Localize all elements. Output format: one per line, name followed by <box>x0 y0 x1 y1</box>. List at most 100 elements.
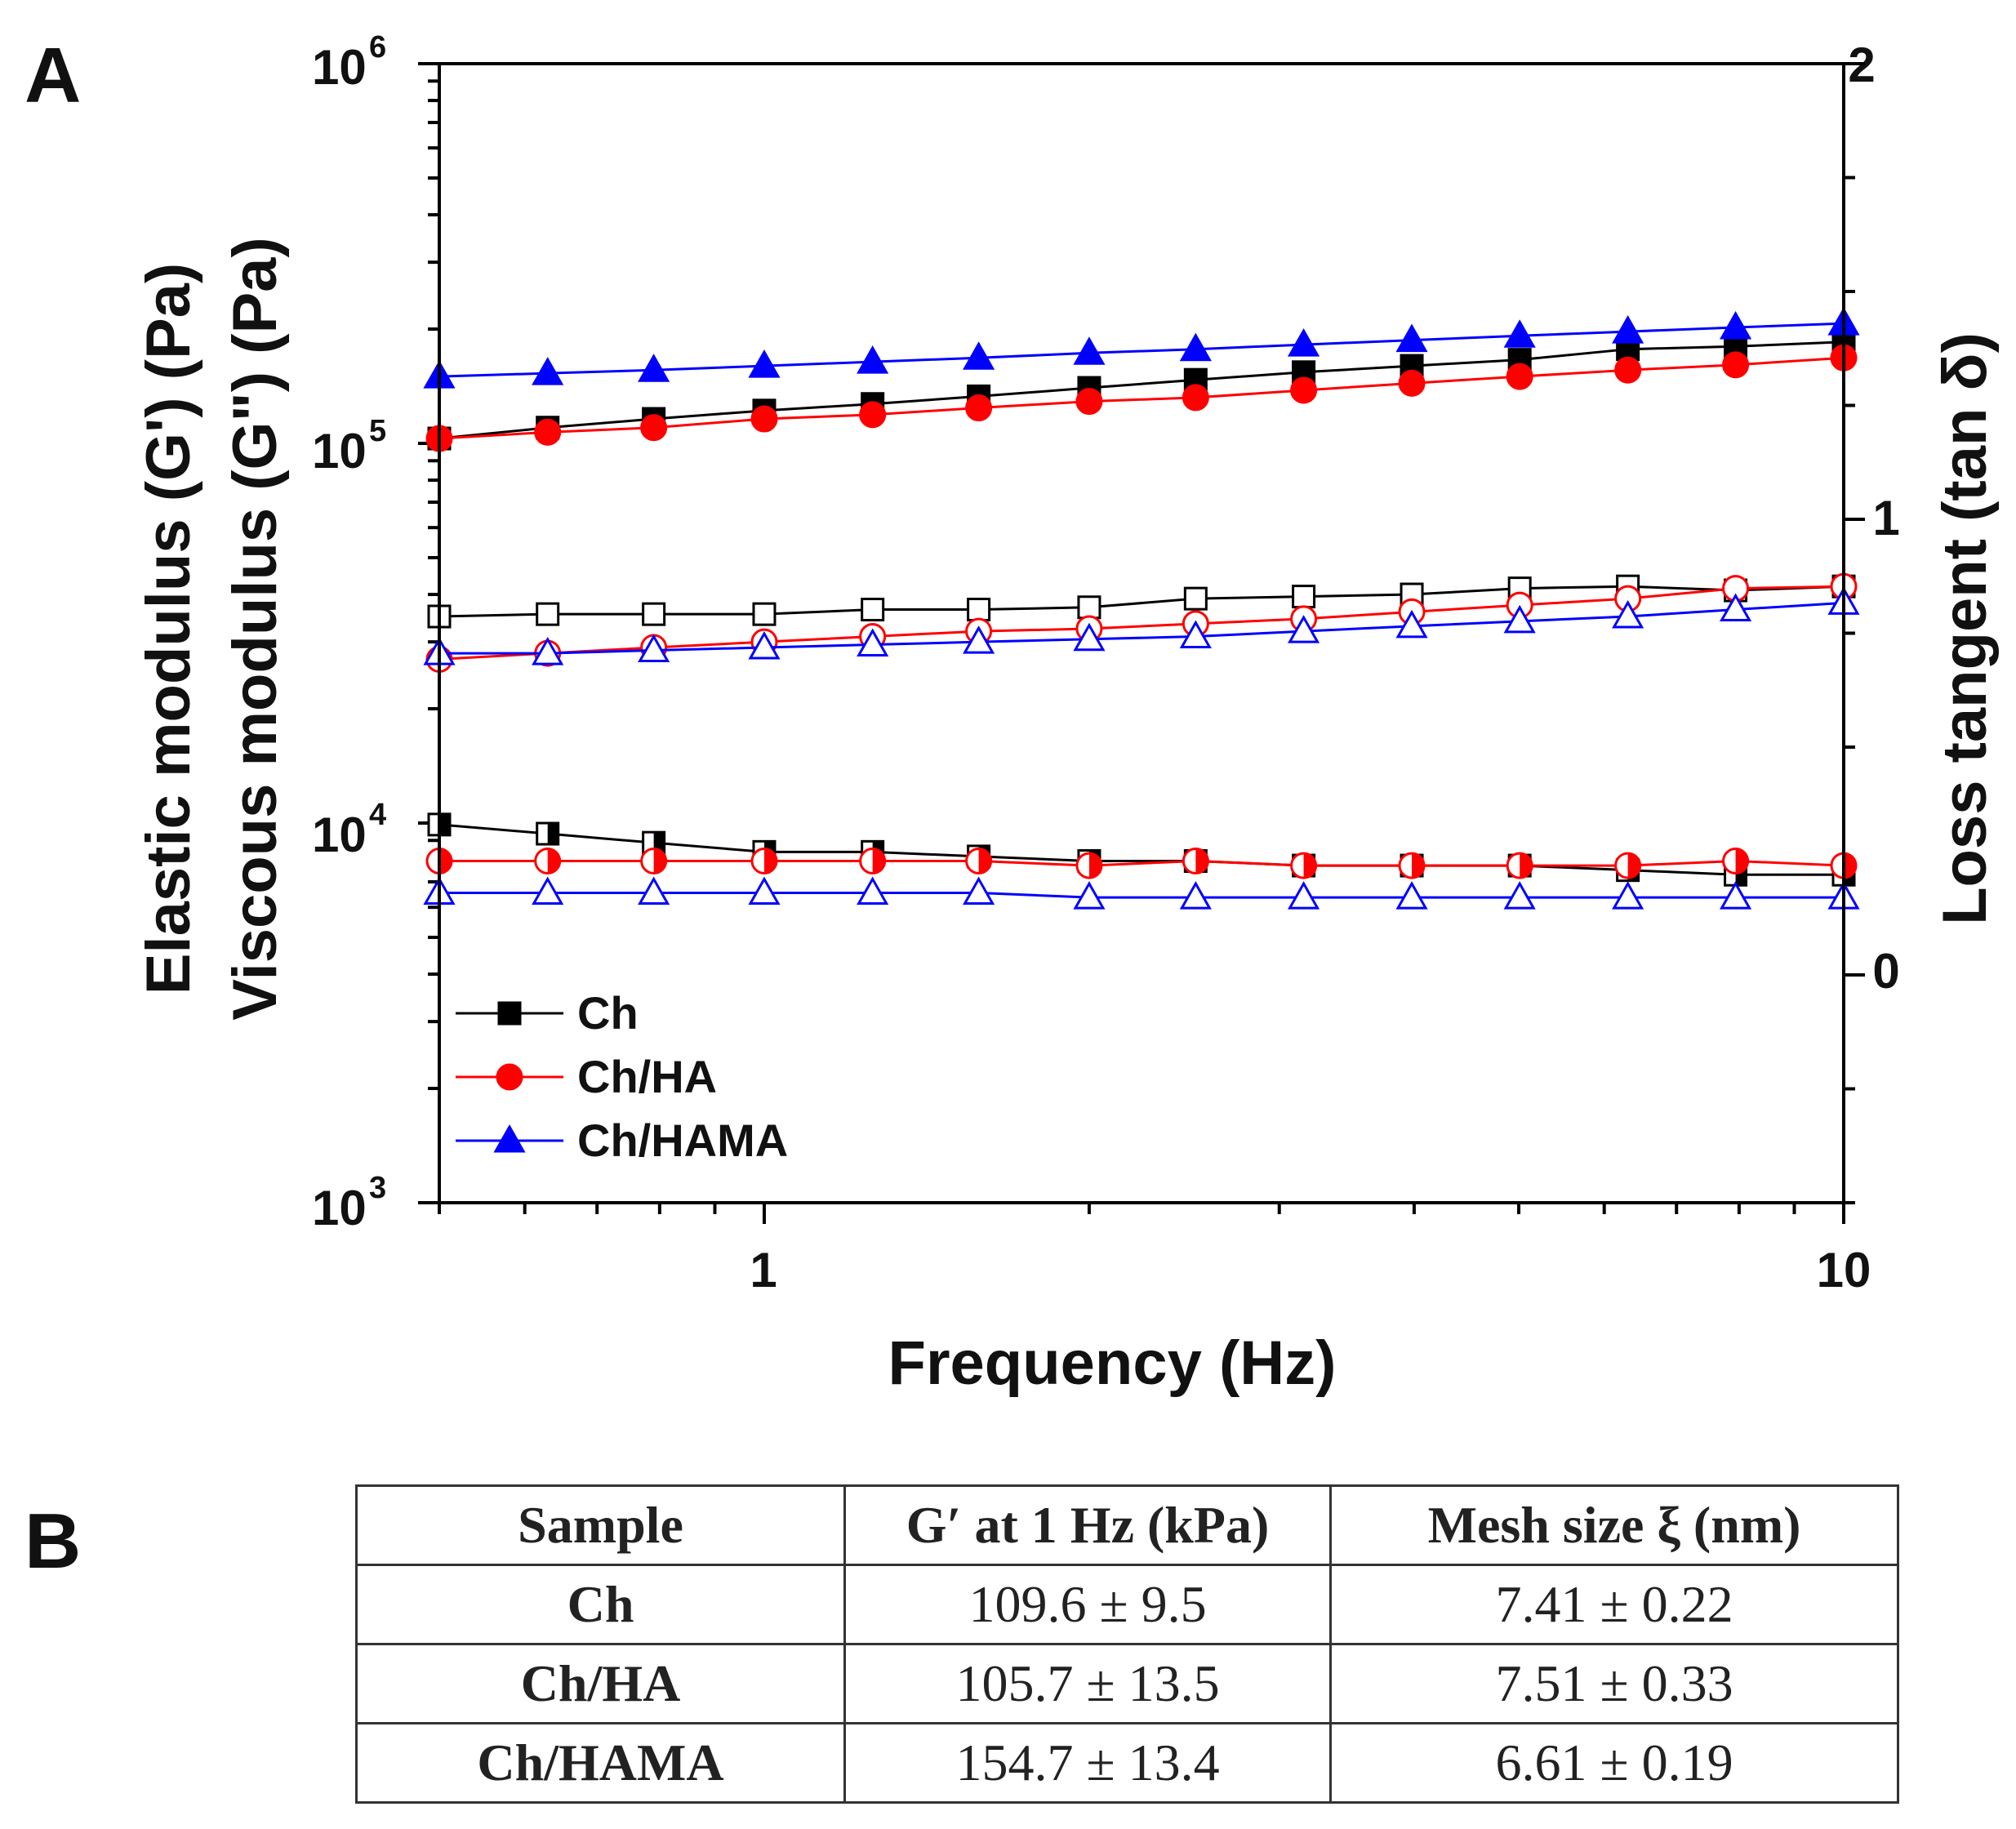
rheology-chart: A Elastic modulus (G') (Pa) Viscous modu… <box>24 30 2000 1398</box>
panel-a-label: A <box>24 32 81 119</box>
data-point <box>1398 369 1426 397</box>
series-line <box>439 892 1844 899</box>
panel-b-label-wrap: B <box>24 1497 81 1585</box>
data-point-half <box>547 848 560 874</box>
data-point <box>1719 593 1752 622</box>
legend: Ch Ch/HA Ch/HAMA <box>456 987 788 1166</box>
data-point <box>1077 595 1101 620</box>
table-cell-sample: Ch/HA <box>355 1643 846 1724</box>
data-point-half <box>1412 853 1425 879</box>
results-table: Sample G′ at 1 Hz (kPa) Mesh size ξ (nm)… <box>355 1484 1899 1804</box>
y2-tick-label-1: 1 <box>1872 491 1899 545</box>
series-ch-ha-gprime <box>425 344 1858 452</box>
panel-b-label: B <box>24 1497 81 1585</box>
data-point <box>1073 622 1106 652</box>
axis-ticks <box>418 62 1865 1224</box>
data-point <box>1292 585 1316 609</box>
data-point <box>1287 615 1320 643</box>
data-point <box>1182 384 1209 412</box>
data-point <box>642 602 666 626</box>
data-point <box>859 401 887 429</box>
header-g-prime: G′ at 1 Hz (kPa) <box>843 1484 1332 1566</box>
data-point-half <box>1735 848 1748 874</box>
data-point <box>748 630 781 660</box>
svg-text:10: 10 <box>312 424 367 478</box>
series-ch-tandelta <box>427 812 1856 887</box>
data-point <box>532 876 564 906</box>
data-point-half <box>872 848 885 874</box>
data-point <box>1287 881 1320 910</box>
data-point <box>640 414 668 442</box>
series-line <box>438 585 1845 618</box>
svg-text:10: 10 <box>312 1181 367 1235</box>
data-point <box>861 598 885 622</box>
data-point <box>750 405 778 433</box>
data-point-half <box>1195 848 1208 874</box>
legend-marker <box>497 1001 522 1026</box>
data-point <box>1395 323 1428 353</box>
data-point <box>1722 351 1750 379</box>
data-point <box>1395 609 1428 639</box>
series-line <box>438 322 1845 378</box>
data-point <box>1612 315 1644 344</box>
table-cell-mesh: 7.41 ± 0.22 <box>1329 1564 1899 1645</box>
y2-axis-title: Loss tangent (tan δ) <box>1930 332 2000 925</box>
series-ch-hama-gdoubleprime <box>423 586 1860 665</box>
y-tick-label-1e4: 10 4 <box>312 798 386 862</box>
legend-marker <box>496 1063 523 1091</box>
data-point <box>1073 336 1106 365</box>
series-line <box>438 823 1844 876</box>
table-cell-mesh: 6.61 ± 0.19 <box>1329 1722 1899 1804</box>
table-cell-sample: Ch <box>355 1564 846 1645</box>
data-point-half <box>439 848 452 874</box>
data-point <box>1503 604 1536 634</box>
data-point <box>1612 881 1644 910</box>
data-point <box>1503 319 1536 348</box>
data-point <box>1287 328 1320 357</box>
data-point <box>638 876 670 906</box>
y2-tick-label-0: 0 <box>1872 944 1899 999</box>
table-cell-g-prime: 105.7 ± 13.5 <box>843 1643 1332 1724</box>
data-point-half <box>1520 853 1533 879</box>
svg-text:10: 10 <box>312 40 367 95</box>
data-point <box>1719 881 1752 910</box>
svg-text:6: 6 <box>369 30 386 65</box>
data-point <box>1075 388 1103 416</box>
table-row: Ch/HA 105.7 ± 13.5 7.51 ± 0.33 <box>355 1643 1899 1724</box>
header-mesh-size: Mesh size ξ (nm) <box>1329 1484 1899 1566</box>
data-point-half <box>439 813 450 835</box>
header-sample: Sample <box>355 1484 846 1566</box>
data-point-half <box>1088 853 1101 879</box>
data-point <box>638 634 670 662</box>
results-table-wrap: Sample G′ at 1 Hz (kPa) Mesh size ξ (nm)… <box>355 1484 1899 1804</box>
data-point <box>748 876 781 906</box>
x-tick-label-1: 1 <box>750 1243 777 1297</box>
y-tick-label-1e6: 10 6 <box>312 30 386 95</box>
data-point <box>1395 881 1428 910</box>
data-point <box>967 598 991 622</box>
series-line <box>439 859 1845 867</box>
data-point-half <box>653 848 666 874</box>
table-row: Ch 109.6 ± 9.5 7.41 ± 0.22 <box>355 1564 1899 1645</box>
data-point <box>857 628 889 657</box>
y-axis-title-viscous: Viscous modulus (G") (Pa) <box>220 237 290 1020</box>
svg-text:3: 3 <box>369 1171 386 1205</box>
data-point <box>1612 599 1644 629</box>
data-point-half <box>978 848 991 874</box>
table-cell-mesh: 7.51 ± 0.33 <box>1329 1643 1899 1724</box>
plot-frame <box>438 62 1845 1204</box>
table-cell-g-prime: 109.6 ± 9.5 <box>843 1564 1332 1645</box>
data-point <box>536 602 560 626</box>
data-point <box>638 354 670 382</box>
data-point-half <box>763 848 777 874</box>
data-point <box>1179 332 1212 362</box>
data-point <box>752 602 777 626</box>
data-point <box>1719 310 1752 340</box>
data-point <box>963 625 995 654</box>
data-point-half <box>1627 853 1640 879</box>
x-tick-label-10: 10 <box>1817 1243 1871 1297</box>
data-point-half <box>1844 853 1856 879</box>
data-point <box>1503 881 1536 910</box>
x-axis-title: Frequency (Hz) <box>888 1328 1337 1398</box>
data-point <box>857 345 889 374</box>
